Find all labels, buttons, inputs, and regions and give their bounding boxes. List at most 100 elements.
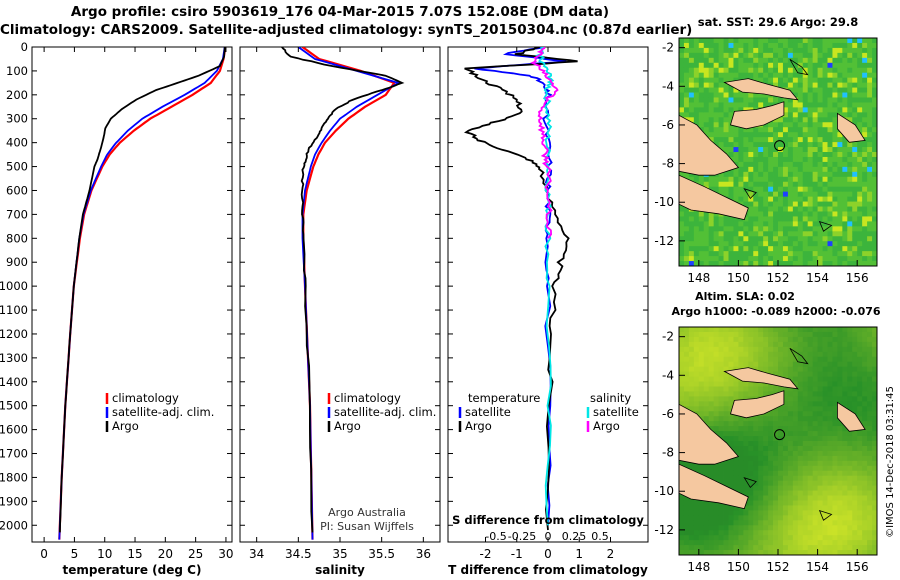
map-cell	[812, 261, 818, 266]
map-cell	[748, 176, 754, 183]
map-cell	[723, 540, 729, 546]
map-cell	[758, 196, 764, 202]
map-y-tick-label: -10	[654, 195, 674, 209]
map-cell	[792, 485, 799, 491]
map-cell	[817, 386, 823, 392]
map-cell	[708, 92, 715, 98]
map-cell	[733, 540, 739, 546]
map-cell	[683, 102, 690, 108]
map-cell	[713, 38, 719, 44]
map-cell	[683, 550, 690, 555]
map-y-tick-label: -4	[662, 79, 674, 93]
map-cell	[782, 416, 789, 422]
map-cell	[802, 241, 809, 247]
map-cell	[728, 480, 734, 487]
map-cell	[723, 351, 729, 358]
map-cell	[698, 530, 705, 536]
map-cell	[852, 47, 858, 54]
map-cell	[827, 196, 833, 202]
map-cell	[683, 396, 690, 402]
map-cell	[792, 455, 799, 462]
map-cell	[688, 396, 695, 402]
salinity-xlabel: salinity	[315, 563, 365, 577]
map-cell	[857, 231, 863, 237]
map-cell	[812, 156, 818, 163]
map-cell	[698, 401, 705, 407]
map-cell	[683, 246, 690, 252]
map-cell	[723, 82, 729, 88]
map-cell	[842, 331, 848, 338]
map-cell	[872, 181, 877, 188]
map-cell	[812, 137, 818, 143]
map-cell	[733, 421, 739, 427]
map-cell	[778, 67, 784, 74]
map-cell	[753, 57, 759, 64]
map-cell	[768, 450, 774, 457]
map-cell	[842, 256, 848, 262]
map-cell	[738, 152, 744, 158]
map-cell	[778, 475, 784, 482]
map-cell	[782, 470, 789, 477]
map-cell	[812, 515, 818, 521]
map-cell	[807, 166, 814, 173]
map-cell	[827, 181, 833, 188]
legend-label: satellite	[465, 405, 511, 419]
map-cell	[688, 82, 695, 88]
map-cell	[847, 196, 853, 202]
map-cell	[733, 137, 739, 143]
map-cell	[827, 495, 833, 501]
map-cell	[857, 112, 863, 118]
map-cell	[703, 72, 710, 79]
map-cell	[703, 530, 710, 536]
map-cell	[802, 525, 809, 531]
map-y-tick-label: -4	[662, 368, 674, 382]
map-cell	[748, 62, 754, 69]
map-cell	[768, 47, 774, 54]
map-cell	[787, 465, 794, 472]
map-y-tick-label: -6	[662, 118, 674, 132]
map-cell	[778, 460, 784, 467]
map-cell	[827, 366, 833, 373]
map-cell	[812, 431, 818, 437]
map-cell	[802, 161, 809, 168]
map-cell	[708, 327, 715, 333]
map-cell	[723, 112, 729, 118]
map-cell	[713, 122, 719, 128]
map-cell	[872, 196, 877, 202]
map-cell	[817, 137, 823, 143]
map-cell	[728, 327, 734, 333]
map-cell	[792, 376, 799, 382]
map-cell	[862, 82, 868, 88]
map-cell	[842, 251, 848, 257]
map-cell	[693, 346, 700, 353]
map-cell	[847, 535, 853, 541]
map-cell	[703, 535, 710, 541]
map-cell	[812, 82, 818, 88]
map-cell	[802, 465, 809, 472]
map-cell	[862, 161, 868, 168]
map-cell	[768, 341, 774, 348]
y-tick-label: 1000	[0, 279, 28, 293]
map-cell	[872, 327, 877, 333]
map-cell	[703, 406, 710, 412]
map-cell	[728, 535, 734, 541]
map-cell	[842, 485, 848, 491]
x-tick-label: 34.5	[285, 547, 312, 561]
map-cell	[817, 431, 823, 437]
map-cell	[773, 142, 779, 148]
map-cell	[797, 460, 804, 467]
map-cell	[827, 470, 833, 477]
map-cell	[718, 42, 724, 49]
map-cell	[862, 176, 868, 183]
map-cell	[728, 436, 734, 442]
map-cell	[768, 236, 774, 242]
map-cell	[857, 38, 863, 44]
map-cell	[683, 331, 690, 338]
map-cell	[743, 166, 749, 173]
map-cell	[857, 191, 863, 198]
map-cell	[817, 102, 823, 108]
map-cell	[842, 171, 848, 178]
map-cell	[782, 117, 789, 123]
map-cell	[812, 525, 818, 531]
map-cell	[827, 356, 833, 363]
